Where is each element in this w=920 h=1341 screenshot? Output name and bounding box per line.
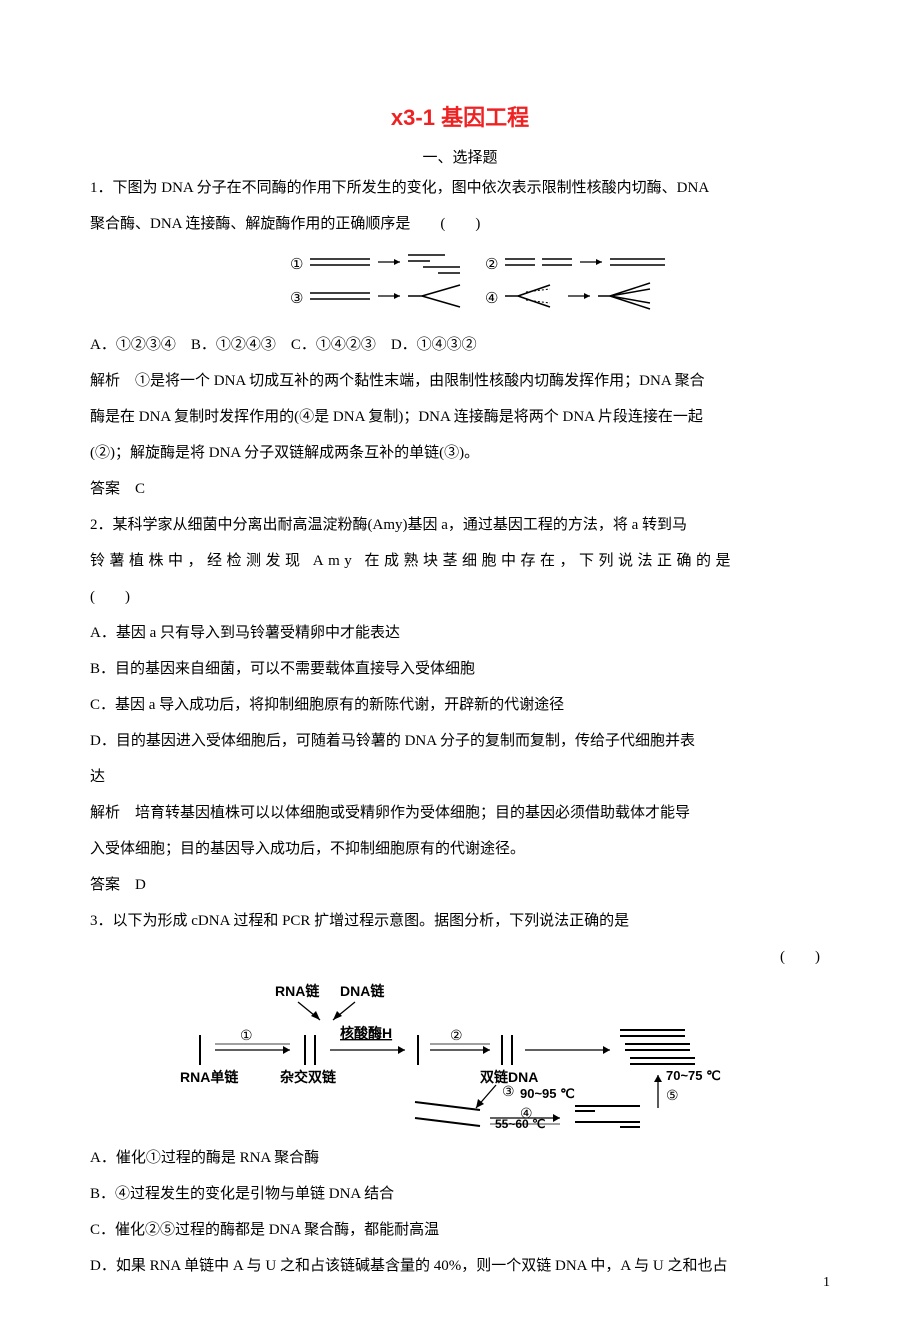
- q2-optA: A．基因 a 只有导入到马铃薯受精卵中才能表达: [90, 618, 830, 648]
- q1-expl-1: 解析 ①是将一个 DNA 切成互补的两个黏性末端，由限制性核酸内切酶发挥作用；D…: [90, 366, 830, 396]
- q2-expl-2: 入受体细胞；目的基因导入成功后，不抑制细胞原有的代谢途径。: [90, 834, 830, 864]
- q3-step3: ③: [502, 1085, 515, 1100]
- q3-step5: ⑤: [666, 1089, 679, 1104]
- page-title: x3-1 基因工程: [90, 100, 830, 132]
- q2-optD-1: D．目的基因进入受体细胞后，可随着马铃薯的 DNA 分子的复制而复制，传给子代细…: [90, 726, 830, 756]
- q1-label-4: ④: [485, 291, 498, 307]
- q3-paren: ( ): [90, 942, 830, 972]
- q2-optB: B．目的基因来自细菌，可以不需要载体直接导入受体细胞: [90, 654, 830, 684]
- q2-expl-1: 解析 培育转基因植株可以以体细胞或受精卵作为受体细胞；目的基因必须借助载体才能导: [90, 798, 830, 828]
- q1-unwound-icon: [408, 285, 460, 307]
- q3-optB: B．④过程发生的变化是引物与单链 DNA 结合: [90, 1179, 830, 1209]
- q1-expl-2: 酶是在 DNA 复制时发挥作用的(④是 DNA 复制)；DNA 连接酶是将两个 …: [90, 402, 830, 432]
- q1-answer: 答案 C: [90, 474, 830, 504]
- q3-primed-icon: [575, 1106, 640, 1127]
- q3-temp2: 55~60 ℃: [495, 1117, 546, 1130]
- q3-step1: ①: [240, 1029, 253, 1044]
- q3-nucleaseH-label: 核酸酶H: [340, 1025, 392, 1041]
- q3-rna-single-label: RNA单链: [180, 1069, 239, 1085]
- q3-dsdna-label: 双链DNA: [480, 1069, 538, 1085]
- q3-hybrid-label: 杂交双链: [280, 1069, 337, 1085]
- q3-step2: ②: [450, 1029, 463, 1044]
- q1-two-fragments-icon: [505, 259, 572, 265]
- q3-temp3: 70~75 ℃: [666, 1068, 721, 1083]
- q3-dna-chain-label: DNA链: [340, 983, 385, 999]
- q1-label-1: ①: [290, 257, 303, 273]
- q1-replication-fork-icon: [505, 285, 550, 307]
- q3-diagram: RNA链 DNA链 RNA单链 ① 杂交双链 核酸酶H: [90, 980, 830, 1135]
- page-number: 1: [823, 1275, 830, 1291]
- document-page: x3-1 基因工程 一、选择题 1．下图为 DNA 分子在不同酶的作用下所发生的…: [0, 0, 920, 1341]
- q2-optC: C．基因 a 导入成功后，将抑制细胞原有的新陈代谢，开辟新的代谢途径: [90, 690, 830, 720]
- q2-optD-2: 达: [90, 762, 830, 792]
- q3-stem: 3．以下为形成 cDNA 过程和 PCR 扩增过程示意图。据图分析，下列说法正确…: [90, 906, 830, 936]
- section-subtitle: 一、选择题: [90, 146, 830, 167]
- q3-many-ds-icon: [620, 1030, 695, 1064]
- q2-stem-3: ( ): [90, 582, 830, 612]
- q2-stem-2: 铃薯植株中，经检测发现 Amy 在成熟块茎细胞中存在，下列说法正确的是: [90, 546, 830, 576]
- q1-expl-3: (②)；解旋酶是将 DNA 分子双链解成两条互补的单链(③)。: [90, 438, 830, 468]
- q2-answer: 答案 D: [90, 870, 830, 900]
- q3-rna-chain-label: RNA链: [275, 983, 320, 999]
- q1-diagram: ① ②: [90, 247, 830, 322]
- q3-optC: C．催化②⑤过程的酶都是 DNA 聚合酶，都能耐高温: [90, 1215, 830, 1245]
- q1-two-ds-icon: [598, 283, 650, 309]
- q2-stem-1: 2．某科学家从细菌中分离出耐高温淀粉酶(Amy)基因 a，通过基因工程的方法，将…: [90, 510, 830, 540]
- q3-optA: A．催化①过程的酶是 RNA 聚合酶: [90, 1143, 830, 1173]
- q1-label-2: ②: [485, 257, 498, 273]
- q1-label-3: ③: [290, 291, 303, 307]
- q1-stem-line1: 1．下图为 DNA 分子在不同酶的作用下所发生的变化，图中依次表示限制性核酸内切…: [90, 173, 830, 203]
- q3-optD: D．如果 RNA 单链中 A 与 U 之和占该链碱基含量的 40%，则一个双链 …: [90, 1251, 830, 1281]
- q1-options: A．①②③④ B．①②④③ C．①④②③ D．①④③②: [90, 330, 830, 360]
- q1-sticky-ends-icon: [408, 255, 460, 273]
- q1-stem-line2: 聚合酶、DNA 连接酶、解旋酶作用的正确顺序是 ( ): [90, 209, 830, 239]
- q3-temp1: 90~95 ℃: [520, 1086, 575, 1101]
